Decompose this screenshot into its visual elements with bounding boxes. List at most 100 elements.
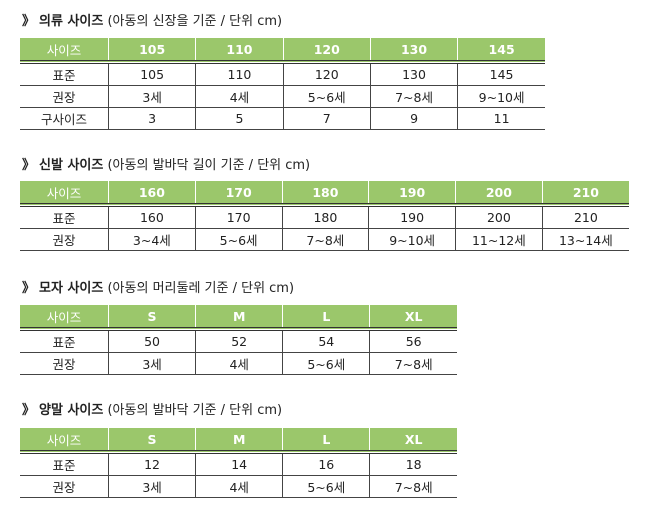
header-cell: 210 [541, 181, 629, 207]
table-cell: 3세 [107, 475, 196, 498]
table-row: 권장 3세 4세 5~6세 7~8세 [20, 352, 457, 375]
table-cell: 4세 [195, 352, 283, 375]
table-cell: 3세 [107, 85, 196, 108]
table-cell: 200 [455, 205, 543, 229]
header-cell: 200 [455, 181, 543, 207]
size-table: 사이즈 S M L XL 표준 12 14 16 18 권장 3세 4세 5~6세 7~8세 [20, 428, 457, 498]
table-cell: 145 [457, 62, 545, 86]
table-row: 표준 50 52 54 56 [20, 329, 457, 353]
table-cell: 7~8세 [281, 228, 369, 251]
table-cell: 표준 [20, 329, 109, 353]
table-cell: 7 [282, 107, 371, 130]
table-cell: 표준 [20, 205, 109, 229]
header-cell: 사이즈 [20, 38, 109, 64]
table-row: 표준 105 110 120 130 145 [20, 62, 545, 86]
table-cell: 170 [194, 205, 282, 229]
table-cell: 권장 [20, 85, 109, 108]
header-cell: 사이즈 [20, 305, 109, 331]
table-cell: 56 [369, 329, 457, 353]
header-cell: 사이즈 [20, 428, 109, 454]
table-cell: 표준 [20, 62, 109, 86]
header-cell: XL [369, 305, 457, 331]
header-cell: S [107, 305, 196, 331]
table-cell: 130 [369, 62, 458, 86]
section-title-note: (아동의 머리둘레 기준 / 단위 cm) [107, 281, 295, 296]
table-row: 구사이즈 3 5 7 9 11 [20, 107, 545, 130]
table-cell: 권장 [20, 475, 109, 498]
header-cell: S [107, 428, 196, 454]
table-cell: 5 [195, 107, 284, 130]
table-cell: 3 [107, 107, 196, 130]
header-cell: 145 [457, 38, 545, 64]
table-cell: 12 [107, 452, 196, 476]
table-cell: 7~8세 [369, 352, 457, 375]
table-cell: 4세 [195, 85, 284, 108]
header-cell: M [195, 428, 283, 454]
size-table: 사이즈 160 170 180 190 200 210 표준 160 170 180 190 200 21… [20, 181, 629, 251]
double-chevron-icon: 》 [22, 281, 36, 296]
table-cell: 13~14세 [541, 228, 629, 251]
table-cell: 9 [369, 107, 458, 130]
table-header-row: 사이즈 S M L XL [20, 428, 457, 454]
header-cell: 110 [195, 38, 284, 64]
table-cell: 7~8세 [369, 85, 458, 108]
table-cell: 120 [282, 62, 371, 86]
section-title-bold: 모자 사이즈 [39, 281, 104, 296]
table-header-row: 사이즈 S M L XL [20, 305, 457, 331]
header-cell: 180 [281, 181, 369, 207]
table-cell: 52 [195, 329, 283, 353]
section-title-note: (아동의 발바닥 기준 / 단위 cm) [107, 403, 283, 418]
table-cell: 3세 [107, 352, 196, 375]
table-cell: 160 [108, 205, 196, 229]
double-chevron-icon: 》 [22, 158, 36, 173]
table-cell: 190 [368, 205, 456, 229]
table-cell: 110 [195, 62, 284, 86]
section-title-note: (아동의 발바닥 길이 기준 / 단위 cm) [107, 158, 311, 173]
table-row: 권장 3~4세 5~6세 7~8세 9~10세 11~12세 13~14세 [20, 228, 629, 251]
table-header-row: 사이즈 160 170 180 190 200 210 [20, 181, 629, 207]
table-cell: 11~12세 [455, 228, 543, 251]
header-cell: 130 [369, 38, 458, 64]
table-row: 표준 12 14 16 18 [20, 452, 457, 476]
header-cell: 105 [107, 38, 196, 64]
table-cell: 5~6세 [282, 352, 370, 375]
table-cell: 표준 [20, 452, 109, 476]
double-chevron-icon: 》 [22, 403, 36, 418]
table-cell: 7~8세 [369, 475, 457, 498]
double-chevron-icon: 》 [22, 14, 36, 29]
size-table: 사이즈 105 110 120 130 145 표준 105 110 120 130 145 권장 3세 4… [20, 38, 545, 130]
header-cell: 190 [368, 181, 456, 207]
header-cell: 120 [282, 38, 371, 64]
section-title-bold: 의류 사이즈 [39, 14, 104, 29]
section-title: 》 양말 사이즈 (아동의 발바닥 기준 / 단위 cm) [22, 399, 282, 418]
table-cell: 구사이즈 [20, 107, 109, 130]
header-cell: L [282, 428, 370, 454]
header-cell: 160 [108, 181, 196, 207]
table-cell: 5~6세 [282, 85, 371, 108]
table-cell: 5~6세 [282, 475, 370, 498]
table-row: 표준 160 170 180 190 200 210 [20, 205, 629, 229]
table-cell: 3~4세 [108, 228, 196, 251]
table-cell: 9~10세 [457, 85, 545, 108]
table-cell: 180 [281, 205, 369, 229]
table-cell: 105 [107, 62, 196, 86]
section-title: 》 모자 사이즈 (아동의 머리둘레 기준 / 단위 cm) [22, 277, 294, 296]
table-cell: 11 [457, 107, 545, 130]
table-cell: 4세 [195, 475, 283, 498]
section-title: 》 신발 사이즈 (아동의 발바닥 길이 기준 / 단위 cm) [22, 154, 310, 173]
table-row: 권장 3세 4세 5~6세 7~8세 9~10세 [20, 85, 545, 108]
table-cell: 9~10세 [368, 228, 456, 251]
header-cell: L [282, 305, 370, 331]
header-cell: 사이즈 [20, 181, 109, 207]
table-cell: 54 [282, 329, 370, 353]
header-cell: M [195, 305, 283, 331]
table-cell: 210 [541, 205, 629, 229]
section-title: 》 의류 사이즈 (아동의 신장을 기준 / 단위 cm) [22, 10, 282, 29]
table-cell: 권장 [20, 352, 109, 375]
table-cell: 50 [107, 329, 196, 353]
table-cell: 16 [282, 452, 370, 476]
table-cell: 5~6세 [194, 228, 282, 251]
section-title-bold: 신발 사이즈 [39, 158, 104, 173]
header-cell: 170 [194, 181, 282, 207]
header-cell: XL [369, 428, 457, 454]
